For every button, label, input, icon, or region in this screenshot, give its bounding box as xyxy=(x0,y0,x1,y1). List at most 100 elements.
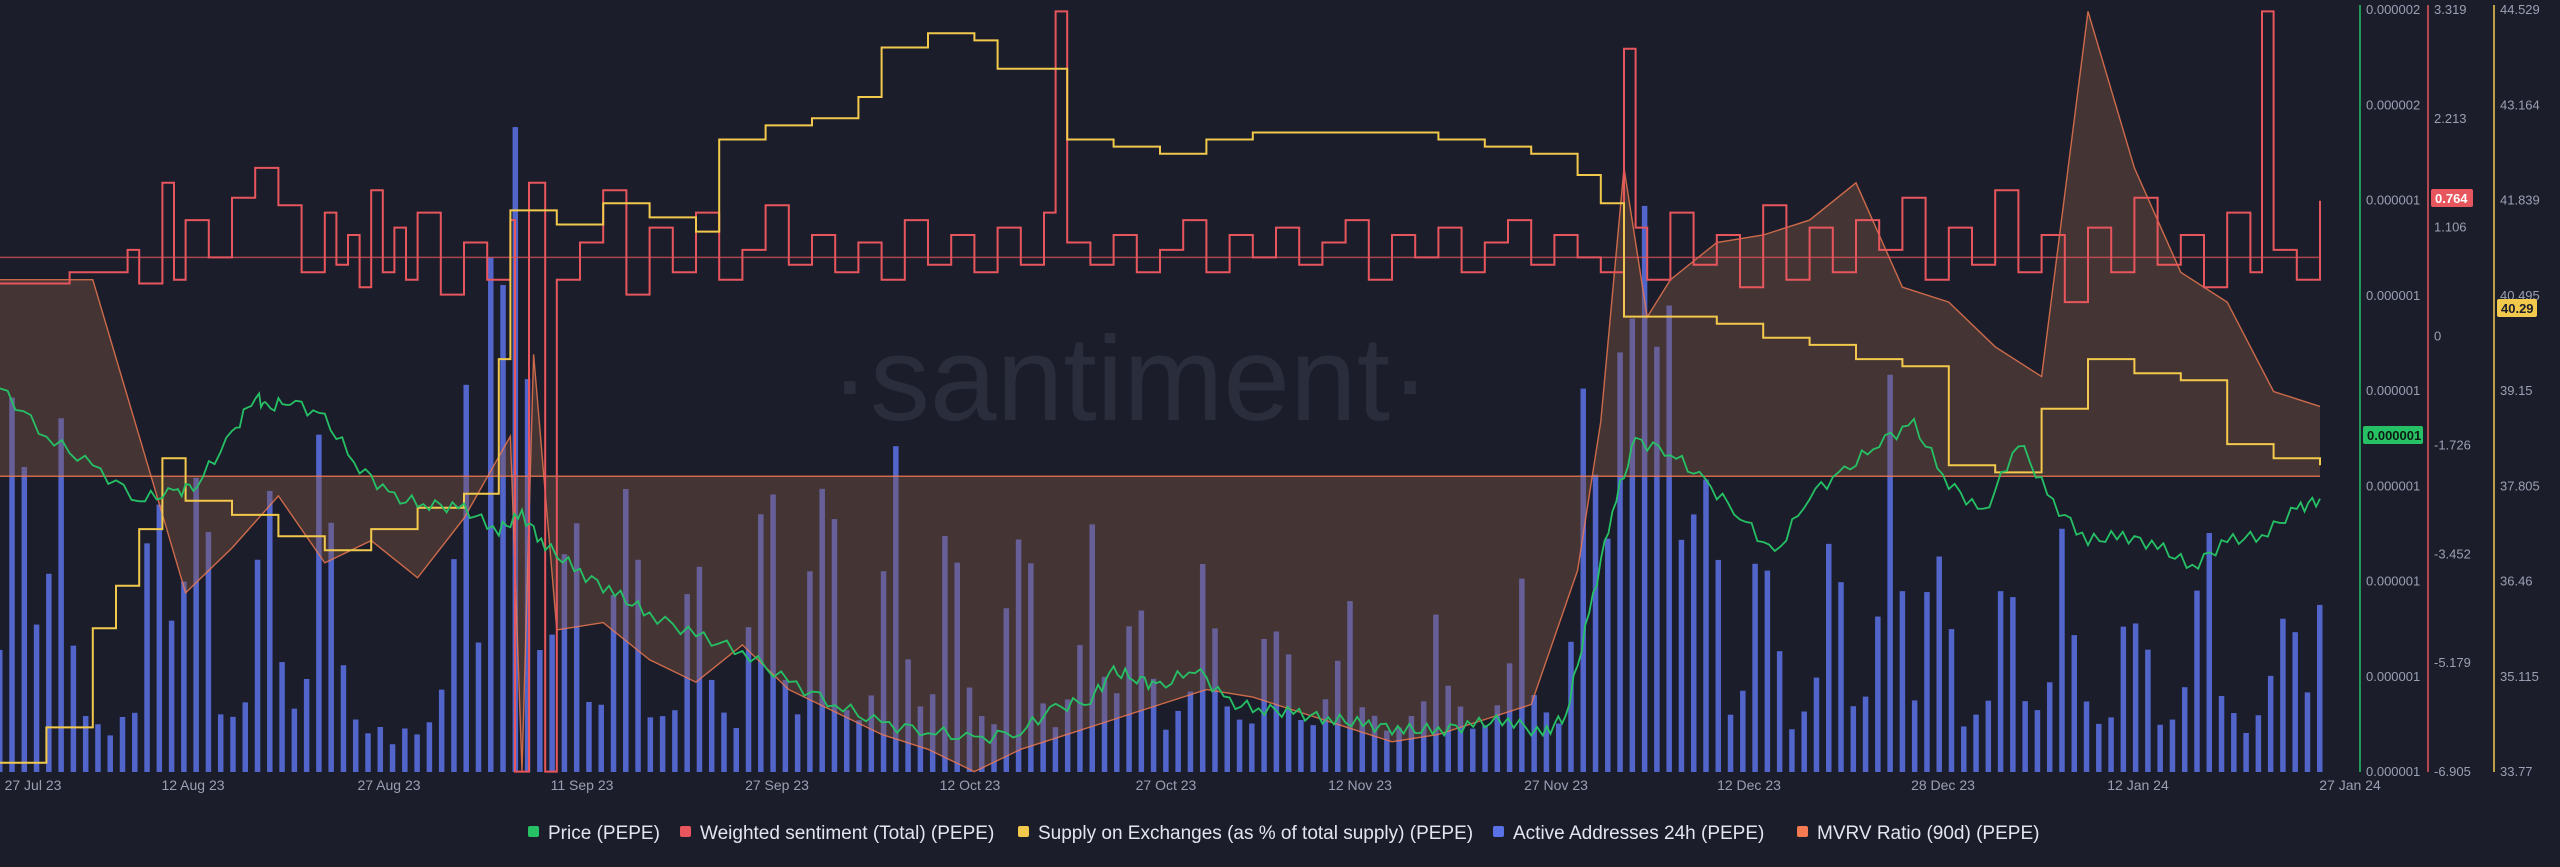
active-addresses-bar xyxy=(230,716,236,772)
x-tick-label: 12 Oct 23 xyxy=(940,777,1001,793)
active-addresses-bar xyxy=(2010,597,2016,772)
active-addresses-bar xyxy=(966,687,973,772)
active-addresses-bar xyxy=(402,728,408,772)
supply-axis-tick: 36.46 xyxy=(2500,574,2533,589)
x-tick-label: 27 Jul 23 xyxy=(5,777,62,793)
active-addresses-bar xyxy=(1776,651,1783,772)
active-addresses-bar xyxy=(365,733,371,772)
active-addresses-bar xyxy=(954,562,960,772)
active-addresses-bar xyxy=(2083,701,2090,772)
legend-label: Active Addresses 24h (PEPE) xyxy=(1513,823,1764,844)
active-addresses-bar xyxy=(1187,691,1194,772)
active-addresses-bar xyxy=(2255,715,2262,772)
legend-item[interactable]: MVRV Ratio (90d) (PEPE) xyxy=(1797,823,2039,844)
active-addresses-bar xyxy=(426,722,433,772)
active-addresses-bar xyxy=(794,714,801,772)
active-addresses-bar xyxy=(1163,729,1169,772)
supply-path xyxy=(0,32,2321,764)
active-addresses-bar xyxy=(1212,628,1218,772)
watermark-text: ·santiment· xyxy=(830,312,1430,446)
legend-label: MVRV Ratio (90d) (PEPE) xyxy=(1817,823,2039,844)
active-addresses-bar xyxy=(1887,374,1893,772)
active-addresses-bar xyxy=(880,571,887,772)
active-addresses-bar xyxy=(414,734,420,772)
active-addresses-bar xyxy=(1936,556,1942,772)
active-addresses-bar xyxy=(2304,692,2311,772)
active-addresses-bar xyxy=(1531,695,1537,772)
active-addresses-bar xyxy=(328,522,334,772)
price-axis-tick: 0.000002 xyxy=(2366,97,2420,112)
active-addresses-bar xyxy=(672,710,678,772)
active-addresses-bar xyxy=(46,573,52,772)
supply-axis-tick: 37.805 xyxy=(2500,478,2540,493)
active-addresses-bar xyxy=(2157,724,2163,772)
x-tick-label: 11 Sep 23 xyxy=(551,777,614,793)
active-addresses-bar xyxy=(340,665,347,772)
active-addresses-bar xyxy=(1605,538,1611,772)
active-addresses-bar xyxy=(377,726,384,772)
active-addresses-bar xyxy=(1261,638,1267,772)
active-addresses-bar xyxy=(696,566,703,772)
active-addresses-bar xyxy=(1285,654,1292,772)
legend-item[interactable]: Active Addresses 24h (PEPE) xyxy=(1493,823,1764,844)
active-addresses-bar xyxy=(1150,678,1157,772)
active-addresses-bar xyxy=(2218,696,2225,772)
price-current-badge: 0.000001 xyxy=(2367,428,2421,443)
active-addresses-bar xyxy=(782,679,789,772)
sentiment-path xyxy=(0,10,2321,773)
active-addresses-bar xyxy=(1727,714,1734,772)
legend-label: Supply on Exchanges (as % of total suppl… xyxy=(1038,823,1473,844)
active-addresses-bar xyxy=(217,714,224,772)
active-addresses-bar xyxy=(2231,713,2237,772)
active-addresses-bar xyxy=(279,662,285,772)
active-addresses-bar xyxy=(905,659,911,772)
active-addresses-bar xyxy=(451,559,457,772)
active-addresses-bar xyxy=(708,679,715,772)
active-addresses-bar xyxy=(1310,725,1316,772)
supply-axis-tick: 35.115 xyxy=(2500,669,2539,684)
active-addresses-bar xyxy=(2071,635,2077,772)
sentiment-axis-tick: 0 xyxy=(2434,329,2441,344)
active-addresses-bar xyxy=(1114,693,1120,772)
legend-item[interactable]: Price (PEPE) xyxy=(528,823,660,844)
active-addresses-bar xyxy=(561,554,568,772)
x-tick-label: 28 Dec 23 xyxy=(1911,777,1975,793)
active-addresses-bar xyxy=(267,490,273,772)
active-addresses-bar xyxy=(1911,700,1918,772)
sentiment-axis-tick: 2.213 xyxy=(2434,111,2467,126)
active-addresses-bar xyxy=(1359,707,1366,772)
active-addresses-bar xyxy=(1752,563,1758,772)
active-addresses-bar xyxy=(1273,631,1280,772)
x-tick-label: 12 Jan 24 xyxy=(2107,777,2169,793)
active-addresses-bar xyxy=(119,716,126,772)
active-addresses-bar xyxy=(917,706,924,772)
legend-item[interactable]: Weighted sentiment (Total) (PEPE) xyxy=(680,823,994,844)
active-addresses-bar xyxy=(475,642,482,772)
active-addresses-bar xyxy=(1519,578,1525,772)
active-addresses-bar xyxy=(1433,614,1439,772)
active-addresses-bar xyxy=(733,727,740,772)
active-addresses-bar xyxy=(1249,723,1255,772)
x-tick-label: 27 Aug 23 xyxy=(357,777,420,793)
active-addresses-bar xyxy=(979,716,985,772)
active-addresses-bar xyxy=(438,689,445,772)
active-addresses-bar xyxy=(843,710,850,772)
active-addresses-bar xyxy=(2267,675,2274,772)
active-addresses-bar xyxy=(1813,677,1820,772)
active-addresses-bar xyxy=(33,624,40,772)
active-addresses-bar xyxy=(242,702,249,772)
active-addresses-bar xyxy=(1703,479,1709,772)
active-addresses-bar xyxy=(316,434,322,772)
legend-item[interactable]: Supply on Exchanges (as % of total suppl… xyxy=(1018,823,1473,844)
active-addresses-bar xyxy=(610,594,617,772)
active-addresses-bar xyxy=(2096,723,2102,772)
sentiment-current-badge-bg xyxy=(2431,189,2473,207)
active-addresses-bar xyxy=(1175,710,1181,772)
legend[interactable]: Price (PEPE) Weighted sentiment (Total) (… xyxy=(528,823,2039,844)
active-addresses-bar xyxy=(500,284,506,772)
active-addresses-bar xyxy=(1089,524,1095,772)
active-addresses-bar xyxy=(2169,719,2176,772)
active-addresses-bar xyxy=(2120,626,2127,772)
active-addresses-bar xyxy=(745,627,752,772)
active-addresses-bar xyxy=(144,543,150,772)
